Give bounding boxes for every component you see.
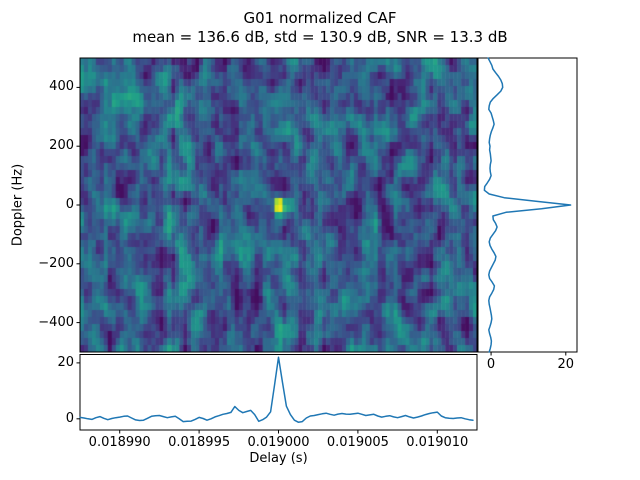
- doppler-tick-label: −400: [38, 314, 74, 330]
- delay-tick-label: 0.018990: [88, 435, 151, 450]
- caf-heatmap: [80, 58, 477, 352]
- doppler-profile-tick-label: 0: [486, 357, 496, 372]
- delay-profile-tick-label: 20: [57, 354, 74, 370]
- stats-line: mean = 136.6 dB, std = 130.9 dB, SNR = 1…: [132, 28, 508, 46]
- doppler-axis-label: Doppler (Hz): [10, 163, 26, 247]
- main-axes-frame: [79, 57, 478, 353]
- delay-profile-frame: [79, 354, 478, 431]
- title-line: G01 normalized CAF: [243, 9, 397, 27]
- doppler-tick-label: −200: [38, 255, 74, 271]
- doppler-tick-label: 400: [49, 79, 74, 95]
- doppler-tick-label: 0: [65, 197, 74, 212]
- doppler-tick-label: 200: [49, 138, 74, 154]
- delay-profile-tick-label: 0: [65, 410, 74, 426]
- delay-profile-line: [79, 356, 474, 423]
- delay-tick-label: 0.019010: [406, 435, 469, 450]
- delay-tick-label: 0.018995: [168, 435, 231, 450]
- delay-axis-label: Delay (s): [249, 451, 308, 466]
- figure-title: G01 normalized CAF mean = 136.6 dB, std …: [0, 9, 640, 47]
- delay-tick-label: 0.019000: [247, 435, 310, 450]
- doppler-profile-frame: [477, 57, 578, 353]
- doppler-profile-line: [483, 57, 572, 353]
- doppler-profile-tick-label: 20: [557, 357, 575, 372]
- delay-tick-label: 0.019005: [326, 435, 389, 450]
